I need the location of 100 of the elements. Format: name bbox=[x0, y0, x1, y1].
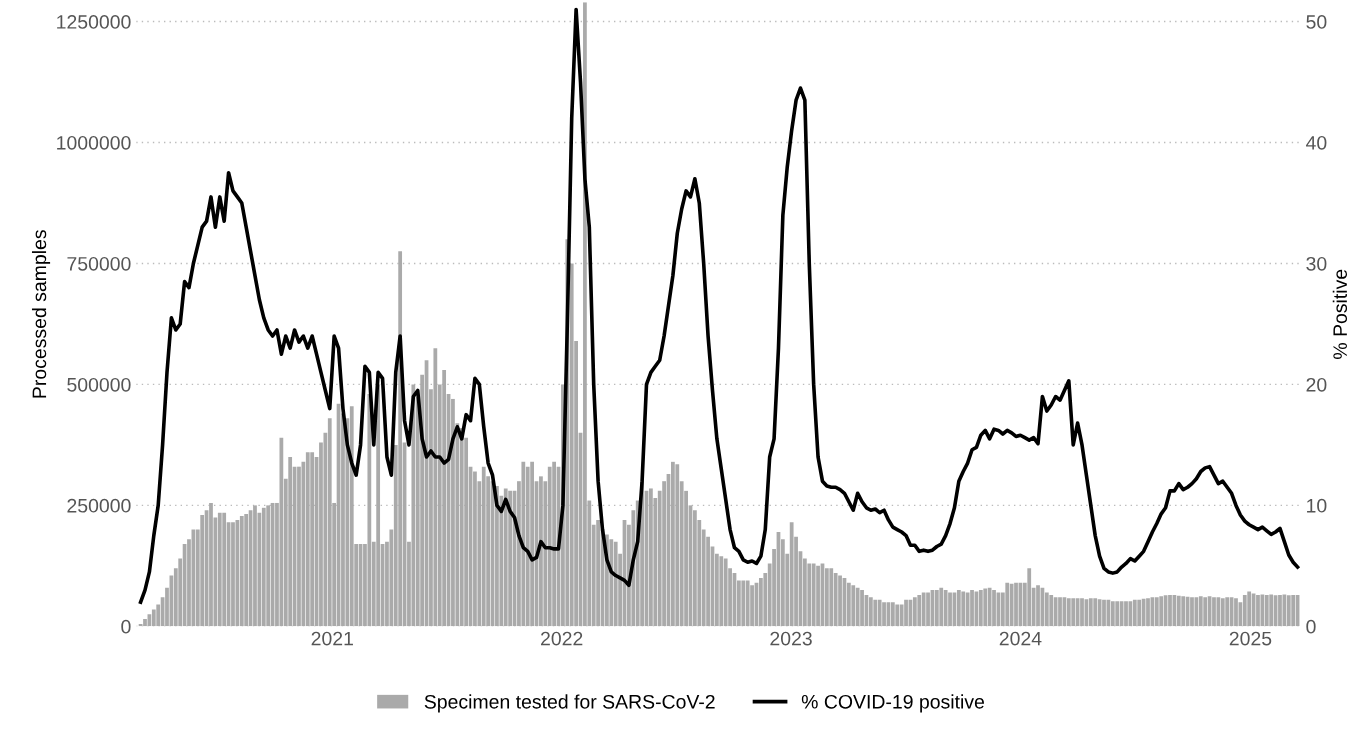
bar bbox=[649, 488, 653, 627]
bar bbox=[970, 590, 974, 627]
bar bbox=[552, 461, 556, 627]
bar bbox=[1291, 594, 1296, 627]
bar bbox=[1014, 582, 1018, 627]
bar bbox=[965, 592, 970, 627]
bar bbox=[741, 580, 746, 627]
bar bbox=[917, 594, 922, 627]
x-tick-label: 2021 bbox=[311, 631, 353, 646]
bar bbox=[1225, 597, 1230, 627]
bar bbox=[943, 590, 948, 627]
bar bbox=[539, 476, 543, 627]
bar bbox=[1286, 595, 1291, 627]
y-tick-label: 1250000 bbox=[57, 15, 131, 29]
bar bbox=[1053, 597, 1058, 627]
bar bbox=[1110, 601, 1115, 627]
bar bbox=[503, 488, 508, 627]
y-tick-label: 500000 bbox=[67, 377, 131, 392]
bar bbox=[912, 597, 917, 627]
bar bbox=[895, 604, 900, 627]
bar bbox=[521, 461, 526, 627]
bar bbox=[882, 602, 886, 627]
bar bbox=[719, 556, 724, 627]
bar bbox=[1036, 585, 1040, 627]
bar bbox=[983, 588, 988, 627]
bar bbox=[904, 599, 908, 627]
y-tick-label: 1000000 bbox=[57, 135, 131, 150]
bar bbox=[1198, 596, 1203, 627]
bar bbox=[1124, 601, 1128, 627]
bar bbox=[613, 541, 618, 627]
y2-tick-label: 20 bbox=[1306, 377, 1327, 392]
bar bbox=[961, 591, 966, 627]
bar bbox=[1027, 568, 1032, 627]
bar bbox=[1212, 597, 1216, 627]
y-tick-label: 750000 bbox=[67, 256, 131, 271]
bar bbox=[1066, 598, 1071, 627]
bar bbox=[948, 592, 952, 627]
bar bbox=[1260, 594, 1265, 627]
bar bbox=[934, 590, 939, 627]
bar bbox=[978, 590, 983, 627]
bar bbox=[1159, 596, 1164, 627]
y-tick-label: 0 bbox=[121, 619, 131, 634]
y2-tick-label: 30 bbox=[1306, 256, 1327, 271]
bar bbox=[473, 471, 477, 627]
bar bbox=[675, 464, 680, 627]
bar bbox=[253, 505, 257, 627]
y2-axis-title: % Positive bbox=[1332, 269, 1348, 359]
bar bbox=[596, 519, 600, 627]
x-tick-label: 2022 bbox=[541, 631, 583, 646]
bar bbox=[481, 466, 486, 627]
bar bbox=[873, 599, 878, 627]
bar bbox=[851, 585, 856, 627]
bar bbox=[451, 398, 455, 627]
bar bbox=[217, 512, 222, 627]
bar bbox=[1009, 583, 1014, 627]
bar bbox=[1093, 598, 1098, 627]
bar bbox=[244, 514, 249, 627]
bar bbox=[376, 384, 381, 627]
bar bbox=[890, 602, 895, 627]
bar bbox=[1080, 598, 1084, 627]
bar bbox=[1132, 599, 1137, 627]
bar bbox=[1088, 598, 1093, 627]
bar bbox=[367, 394, 372, 627]
bar bbox=[860, 590, 864, 627]
bar bbox=[279, 437, 284, 627]
bar bbox=[987, 587, 992, 627]
y2-tick-label: 40 bbox=[1306, 135, 1327, 150]
bar bbox=[807, 563, 812, 627]
bar bbox=[1176, 595, 1181, 627]
bar bbox=[956, 590, 961, 627]
bar bbox=[1181, 596, 1186, 627]
bar bbox=[671, 461, 675, 627]
bar bbox=[1058, 597, 1062, 627]
y-tick-label: 250000 bbox=[67, 498, 131, 513]
bar bbox=[1044, 592, 1049, 627]
bar bbox=[1282, 594, 1287, 627]
bar bbox=[745, 580, 750, 627]
bar bbox=[1269, 594, 1274, 627]
bar bbox=[231, 522, 235, 627]
bar bbox=[1049, 594, 1054, 627]
bar bbox=[305, 452, 310, 627]
bar bbox=[1220, 598, 1225, 627]
x-tick-label: 2025 bbox=[1229, 631, 1272, 646]
bar bbox=[992, 590, 996, 627]
bar bbox=[222, 512, 227, 627]
bar bbox=[723, 558, 728, 627]
y2-tick-label: 10 bbox=[1307, 498, 1327, 513]
bar bbox=[1102, 599, 1106, 627]
bar bbox=[525, 466, 530, 627]
bar bbox=[1242, 594, 1247, 627]
bar bbox=[1154, 597, 1159, 627]
bar bbox=[1247, 591, 1252, 627]
bar bbox=[297, 466, 301, 627]
bar bbox=[235, 519, 240, 627]
bar bbox=[1216, 597, 1221, 627]
bar bbox=[926, 592, 930, 627]
bar bbox=[1264, 594, 1269, 627]
bar bbox=[266, 505, 271, 627]
bar bbox=[547, 466, 552, 627]
bar bbox=[811, 563, 816, 627]
